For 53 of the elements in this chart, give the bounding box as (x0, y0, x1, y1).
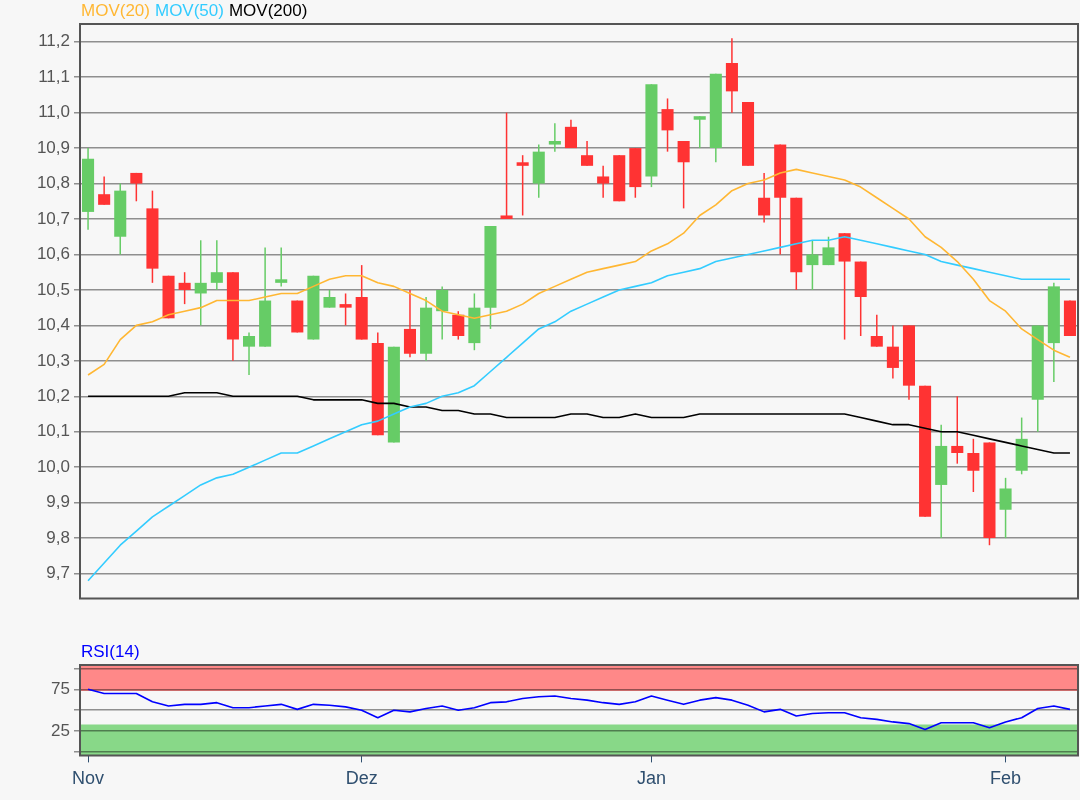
y-tick-label: 10,3 (36, 350, 70, 370)
y-tick-label: 10,8 (36, 173, 70, 193)
x-tick-label: Dez (345, 768, 378, 789)
y-tick-label: 11,0 (38, 102, 70, 122)
candlestick (275, 246, 288, 288)
y-tick-label: 11,2 (38, 31, 70, 51)
x-tick-label: Jan (636, 768, 666, 789)
candlestick (210, 239, 223, 291)
candlestick (581, 140, 594, 167)
candlestick (870, 314, 883, 348)
y-tick-label: 10,4 (36, 315, 70, 335)
y-tick-label: 9,8 (46, 527, 70, 547)
y-tick-label: 10,6 (36, 244, 70, 264)
y-tick-label: 10,2 (36, 385, 70, 405)
candlestick (242, 331, 256, 376)
candlestick (677, 140, 690, 210)
candlestick (806, 239, 819, 291)
candlestick (548, 122, 561, 153)
x-tick-label: Feb (990, 768, 1022, 789)
candlestick (516, 154, 529, 217)
text: MOV(50) (154, 1, 224, 20)
x-tick-label: Nov (72, 768, 105, 789)
y-tick-label: 9,9 (46, 492, 70, 512)
y-tick-label: 10,7 (36, 208, 70, 228)
y-tick-label: 10,5 (36, 279, 70, 299)
candlestick (999, 477, 1012, 539)
text: MOV(200) (228, 1, 308, 20)
y-tick-label: 25 (51, 720, 70, 740)
y-tick-label: 10,9 (36, 137, 70, 157)
candlestick (500, 111, 513, 220)
candlestick (178, 271, 191, 305)
candlestick (661, 97, 674, 153)
candlestick (130, 172, 143, 203)
y-tick-label: 11,1 (38, 66, 70, 86)
y-tick-label: 10,1 (36, 421, 70, 441)
candlestick (967, 438, 980, 493)
candlestick (436, 285, 449, 341)
candlestick (564, 118, 577, 149)
candlestick (693, 115, 706, 149)
candlestick (98, 175, 111, 206)
candlestick (758, 172, 771, 224)
y-tick-label: 75 (51, 678, 70, 698)
candlestick (452, 310, 465, 341)
y-tick-label: 10,0 (36, 456, 70, 476)
candlestick (886, 324, 899, 380)
text: MOV(20) (81, 1, 150, 20)
candlestick (194, 239, 207, 327)
candlestick (597, 165, 610, 199)
series-label: RSI(14) (81, 642, 140, 661)
candlestick (822, 235, 835, 266)
candlestick (951, 395, 964, 465)
y-tick-label: 9,7 (46, 563, 70, 583)
candlestick (339, 292, 352, 327)
